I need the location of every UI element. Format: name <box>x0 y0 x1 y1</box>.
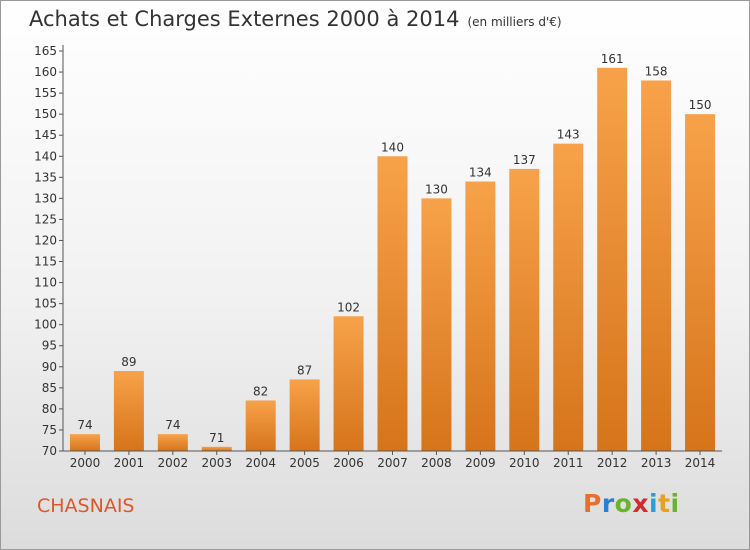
x-tick-label: 2011 <box>553 456 584 470</box>
x-tick-label: 2007 <box>377 456 408 470</box>
bar-value-label: 74 <box>165 418 180 432</box>
bar <box>289 379 320 451</box>
bar <box>113 371 144 451</box>
x-axis: 2000 2001 2002 2003 2004 2005 2006 2007 2008 2009… <box>63 450 722 470</box>
y-tick-label: 105 <box>34 297 57 311</box>
y-axis: 70 75 80 85 90 95 100 105 110 115 120 125 130 135 140 1… <box>34 44 64 458</box>
bar <box>597 67 628 451</box>
bar <box>377 156 408 451</box>
y-tick-label: 135 <box>34 170 57 184</box>
logo-letter: P <box>583 489 602 518</box>
bar <box>685 114 716 451</box>
bar-value-label: 140 <box>381 140 404 154</box>
commune-name: CHASNAIS <box>37 495 135 517</box>
y-tick-label: 80 <box>42 402 57 416</box>
bar <box>245 400 276 451</box>
bar-value-label: 74 <box>77 418 92 432</box>
y-tick-label: 85 <box>42 381 57 395</box>
y-tick-label: 100 <box>34 318 57 332</box>
x-tick-label: 2006 <box>333 456 364 470</box>
x-tick-label: 2009 <box>465 456 496 470</box>
y-tick-label: 130 <box>34 191 57 205</box>
bar <box>641 80 672 451</box>
bar-value-label: 89 <box>121 355 136 369</box>
bar <box>509 168 540 452</box>
chart-title-line: Achats et Charges Externes 2000 à 2014 (e… <box>29 7 562 31</box>
bar-value-label: 82 <box>253 384 268 398</box>
bar-value-label: 134 <box>469 166 492 180</box>
bar-value-label: 161 <box>601 52 624 66</box>
x-tick-label: 2008 <box>421 456 452 470</box>
x-tick-label: 2002 <box>158 456 189 470</box>
x-tick-label: 2012 <box>597 456 628 470</box>
x-tick-label: 2013 <box>641 456 672 470</box>
bar-value-label: 143 <box>557 128 580 142</box>
chart-subtitle: (en milliers d'€) <box>467 15 562 29</box>
y-tick-label: 145 <box>34 128 57 142</box>
bar-value-label: 87 <box>297 363 312 377</box>
y-tick-label: 120 <box>34 233 57 247</box>
chart-title: Achats et Charges Externes 2000 à 2014 <box>29 7 460 31</box>
y-tick-label: 160 <box>34 65 57 79</box>
bar <box>421 198 452 451</box>
logo-letter: i <box>649 489 659 518</box>
bar <box>465 181 496 452</box>
y-tick-label: 140 <box>34 149 57 163</box>
y-tick-label: 110 <box>34 276 57 290</box>
x-tick-label: 2005 <box>289 456 320 470</box>
logo-letter: o <box>614 489 633 518</box>
x-tick-label: 2003 <box>201 456 232 470</box>
y-tick-label: 115 <box>34 255 57 269</box>
logo-letter: r <box>601 489 615 518</box>
bars: 74 89 74 71 82 87 102 140 130 134 137 143 161 158 150 <box>69 52 716 452</box>
y-tick-label: 70 <box>42 444 57 458</box>
bar-value-label: 158 <box>645 64 668 78</box>
logo-letter: x <box>632 489 649 518</box>
y-tick-label: 150 <box>34 107 57 121</box>
bar-value-label: 130 <box>425 182 448 196</box>
x-tick-label: 2000 <box>70 456 101 470</box>
bar-value-label: 102 <box>337 300 360 314</box>
x-tick-label: 2014 <box>685 456 716 470</box>
y-tick-label: 155 <box>34 86 57 100</box>
y-tick-label: 90 <box>42 360 57 374</box>
logo-letter: t <box>658 489 671 518</box>
x-tick-label: 2004 <box>245 456 276 470</box>
bar <box>201 446 232 451</box>
bar-value-label: 71 <box>209 431 224 445</box>
bar <box>157 434 188 451</box>
bar <box>333 316 364 451</box>
y-tick-label: 165 <box>34 44 57 58</box>
x-tick-label: 2001 <box>114 456 145 470</box>
y-tick-label: 125 <box>34 212 57 226</box>
y-tick-label: 75 <box>42 423 57 437</box>
bar <box>69 434 100 451</box>
x-tick-label: 2010 <box>509 456 540 470</box>
bar <box>553 143 584 451</box>
proxiti-logo: Proxiti <box>583 489 680 518</box>
y-tick-label: 95 <box>42 339 57 353</box>
bar-value-label: 137 <box>513 153 536 167</box>
bar-value-label: 150 <box>689 98 712 112</box>
logo-letter: i <box>670 489 680 518</box>
